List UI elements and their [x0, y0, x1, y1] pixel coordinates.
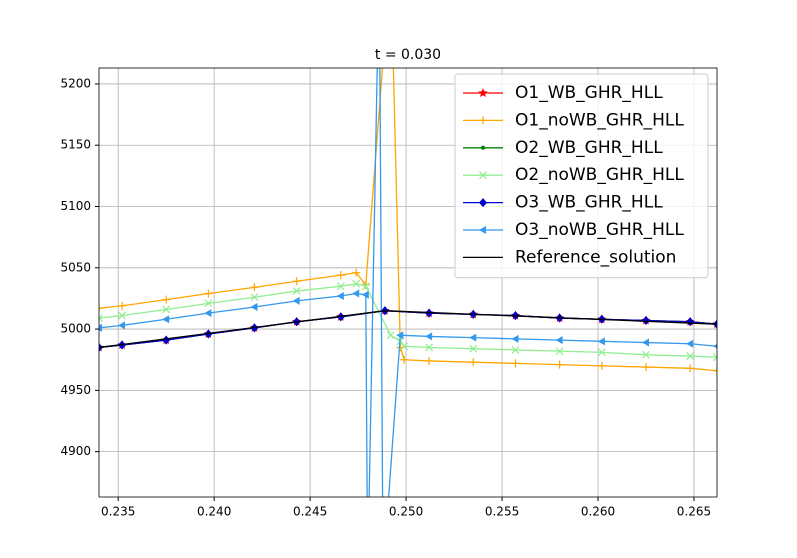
marker	[250, 283, 259, 292]
legend-label: O2_noWB_GHR_HLL	[515, 165, 684, 185]
marker	[478, 88, 488, 98]
x-tick-label: 0.260	[581, 505, 615, 519]
plot-area	[99, 68, 717, 497]
marker	[597, 337, 605, 346]
marker	[204, 309, 212, 318]
marker	[162, 315, 170, 324]
marker	[99, 304, 103, 313]
marker	[713, 366, 717, 375]
y-tick-label: 4900	[60, 444, 91, 458]
marker	[162, 335, 171, 345]
legend-label: O1_WB_GHR_HLL	[515, 83, 663, 103]
marker	[162, 305, 171, 314]
marker	[118, 301, 127, 310]
x-tick-label: 0.265	[677, 505, 711, 519]
marker	[481, 145, 485, 150]
marker	[336, 291, 344, 300]
series-line	[99, 310, 717, 349]
marker	[641, 338, 649, 347]
legend-label: Reference_solution	[515, 247, 676, 267]
marker	[400, 355, 409, 364]
legend-box	[454, 73, 709, 279]
marker	[118, 311, 126, 320]
marker	[386, 331, 395, 340]
marker	[292, 296, 300, 305]
x-tick-label: 0.235	[101, 505, 135, 519]
marker	[511, 334, 519, 343]
series-line	[99, 68, 717, 372]
y-tick-label: 5150	[60, 138, 91, 152]
marker	[597, 348, 606, 357]
marker	[686, 339, 694, 348]
marker	[204, 299, 213, 308]
marker	[352, 268, 361, 277]
marker	[352, 279, 361, 288]
marker	[479, 116, 487, 125]
marker	[713, 353, 717, 362]
marker	[361, 282, 370, 291]
marker	[118, 321, 126, 330]
marker	[686, 352, 695, 360]
marker	[250, 293, 259, 302]
marker	[469, 358, 478, 367]
marker	[511, 359, 520, 368]
marker	[250, 303, 258, 312]
series-line	[99, 68, 717, 497]
y-tick-label: 4950	[60, 383, 91, 397]
chart-title: t = 0.030	[375, 47, 441, 63]
marker	[641, 363, 650, 372]
y-tick-label: 5100	[60, 199, 91, 213]
legend-label: O3_WB_GHR_HLL	[515, 193, 663, 213]
x-tick-label: 0.245	[293, 505, 327, 519]
legend: O1_WB_GHR_HLL O1_noWB_GHR_HLL O2_WB_GHR_HL…	[454, 73, 709, 279]
marker	[642, 350, 650, 359]
marker	[352, 289, 360, 298]
marker	[425, 332, 433, 341]
x-tick-label: 0.250	[389, 505, 423, 519]
marker	[479, 198, 487, 208]
marker	[204, 289, 213, 298]
marker	[469, 344, 478, 353]
marker	[469, 333, 477, 342]
x-tick-label: 0.255	[485, 505, 519, 519]
marker	[555, 336, 563, 345]
marker	[555, 347, 564, 356]
marker	[555, 360, 564, 369]
marker	[396, 331, 404, 340]
marker	[425, 356, 434, 365]
marker	[99, 314, 103, 322]
marker	[425, 343, 434, 352]
marker	[686, 364, 695, 373]
marker	[511, 345, 520, 354]
marker	[479, 226, 486, 234]
marker	[479, 171, 487, 180]
marker	[597, 361, 606, 370]
y-tick-label: 5200	[60, 76, 91, 90]
marker	[641, 315, 650, 325]
marker	[361, 290, 369, 299]
legend-label: O2_WB_GHR_HLL	[515, 138, 663, 158]
marker	[336, 271, 345, 280]
marker	[713, 343, 717, 349]
ticks: 0.235 0.240 0.245 0.250 0.255 0.260 0.265 4900 4…	[60, 76, 711, 518]
series-line	[99, 283, 717, 358]
marker	[292, 277, 301, 286]
legend-label: O1_noWB_GHR_HLL	[515, 110, 684, 130]
marker	[425, 308, 434, 318]
y-tick-label: 5050	[60, 260, 91, 274]
x-tick-label: 0.240	[197, 505, 231, 519]
legend-label: O3_noWB_GHR_HLL	[515, 220, 684, 240]
marker	[99, 323, 102, 332]
marker	[292, 287, 301, 296]
marker	[162, 295, 171, 304]
y-tick-label: 5000	[60, 322, 91, 336]
axes-frame	[98, 67, 718, 498]
marker	[336, 282, 345, 291]
marker	[400, 342, 409, 351]
marker	[686, 317, 695, 327]
